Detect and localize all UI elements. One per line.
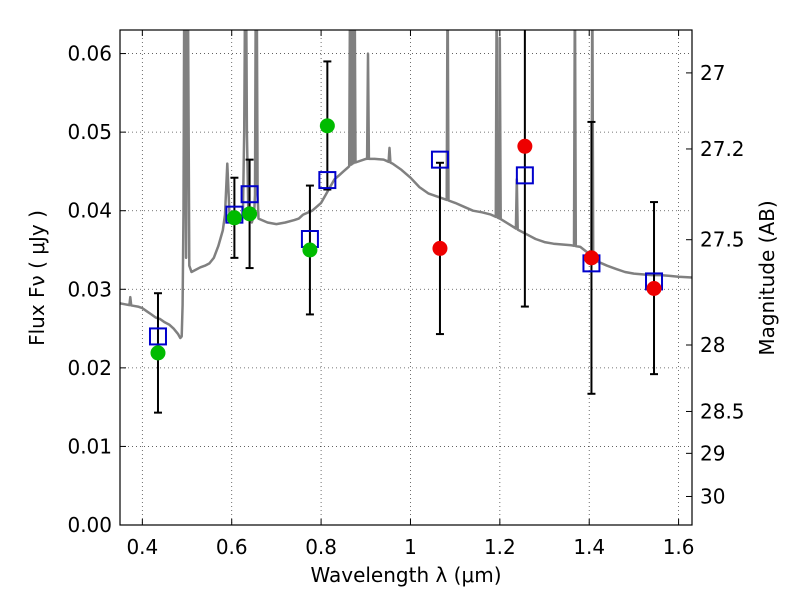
right-tick-label: 27: [700, 61, 725, 85]
plot-background: [120, 30, 692, 525]
x-tick-label: 1: [404, 535, 417, 559]
y-tick-label: 0.04: [67, 199, 112, 223]
x-tick-label: 1.4: [573, 535, 605, 559]
square-point: [240, 185, 259, 204]
square-point: [148, 327, 167, 346]
circle-point: [226, 210, 242, 226]
square-point: [430, 150, 449, 169]
x-tick-label: 0.6: [216, 535, 248, 559]
right-tick-label: 30: [700, 484, 725, 508]
right-tick-label: 28.5: [700, 399, 745, 423]
right-tick-label: 27.2: [700, 137, 745, 161]
y-tick-label: 0.01: [67, 434, 112, 458]
x-tick-label: 0.8: [305, 535, 337, 559]
x-tick-label: 0.4: [126, 535, 158, 559]
y-tick-label: 0.03: [67, 277, 112, 301]
x-tick-label: 1.6: [663, 535, 695, 559]
square-point: [318, 171, 337, 190]
circle-point: [319, 118, 335, 134]
circle-point: [583, 250, 599, 266]
y-axis-title: Flux Fν ( μJy ): [25, 210, 49, 346]
x-axis-title: Wavelength λ (μm): [310, 563, 501, 587]
right-axis-title: Magnitude (AB): [755, 200, 779, 355]
y-tick-label: 0.05: [67, 120, 112, 144]
circle-point: [432, 240, 448, 256]
ticks: 0.4 0.6 0.8 1 1.2 1.4 1.6 0.00 0.01 0.02 0.03 0.04 0…: [67, 30, 745, 559]
square-point: [515, 166, 534, 185]
y-tick-label: 0.06: [67, 42, 112, 66]
right-tick-label: 27.5: [700, 228, 745, 252]
right-tick-label: 29: [700, 441, 725, 465]
circle-point: [150, 345, 166, 361]
circle-point: [242, 206, 258, 222]
y-tick-label: 0.02: [67, 356, 112, 380]
circle-point: [517, 138, 533, 154]
y-tick-label: 0.00: [67, 513, 112, 537]
right-tick-label: 28: [700, 333, 725, 357]
plot-frame: [119, 29, 693, 526]
circle-point: [646, 281, 662, 296]
x-tick-label: 1.2: [484, 535, 516, 559]
circle-point: [302, 242, 318, 258]
markers: [148, 118, 664, 361]
